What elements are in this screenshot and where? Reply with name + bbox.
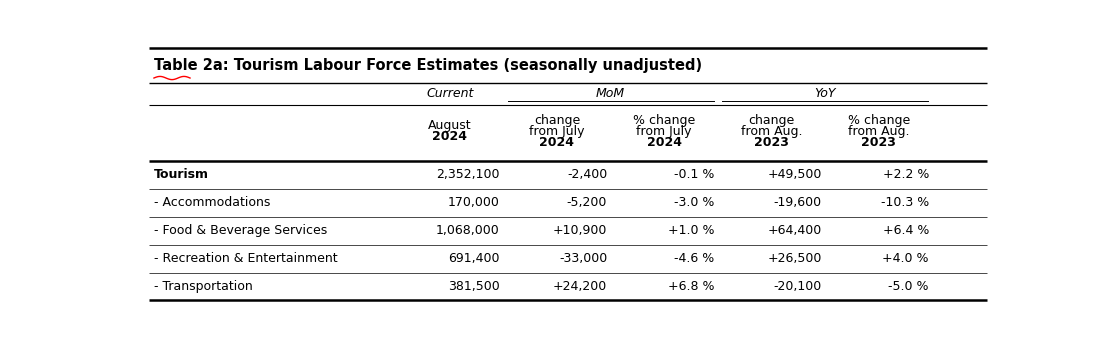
Text: +26,500: +26,500 [768, 252, 822, 265]
Text: -4.6 %: -4.6 % [674, 252, 715, 265]
Text: from July: from July [636, 125, 692, 138]
Text: from July: from July [530, 125, 585, 138]
Text: +49,500: +49,500 [768, 168, 822, 181]
Text: - Transportation: - Transportation [154, 280, 253, 293]
Text: change: change [534, 113, 581, 127]
Text: % change: % change [848, 113, 910, 127]
Text: +6.8 %: +6.8 % [668, 280, 715, 293]
Text: +24,200: +24,200 [553, 280, 607, 293]
Text: 2023: 2023 [755, 136, 789, 149]
Text: 691,400: 691,400 [449, 252, 500, 265]
Text: August: August [428, 119, 472, 132]
Text: from Aug.: from Aug. [848, 125, 910, 138]
Text: 2024: 2024 [432, 130, 468, 143]
Text: Table 2a: Tourism Labour Force Estimates (seasonally unadjusted): Table 2a: Tourism Labour Force Estimates… [154, 58, 702, 73]
Text: Tourism: Tourism [154, 168, 209, 181]
Text: 2024: 2024 [540, 136, 574, 149]
Text: +2.2 %: +2.2 % [883, 168, 929, 181]
Text: +10,900: +10,900 [553, 224, 607, 237]
Text: +4.0 %: +4.0 % [882, 252, 929, 265]
Text: - Food & Beverage Services: - Food & Beverage Services [154, 224, 327, 237]
Text: % change: % change [633, 113, 696, 127]
Text: +1.0 %: +1.0 % [668, 224, 715, 237]
Text: - Accommodations: - Accommodations [154, 196, 270, 209]
Text: Current: Current [425, 87, 473, 100]
Text: -5.0 %: -5.0 % [889, 280, 929, 293]
Text: 170,000: 170,000 [448, 196, 500, 209]
Text: YoY: YoY [814, 87, 835, 100]
Text: -19,600: -19,600 [773, 196, 822, 209]
Text: -10.3 %: -10.3 % [881, 196, 929, 209]
Text: 2024: 2024 [647, 136, 681, 149]
Text: -2,400: -2,400 [567, 168, 607, 181]
Text: -20,100: -20,100 [773, 280, 822, 293]
Text: -0.1 %: -0.1 % [674, 168, 715, 181]
Text: +64,400: +64,400 [768, 224, 822, 237]
Text: -33,000: -33,000 [558, 252, 607, 265]
Text: +6.4 %: +6.4 % [883, 224, 929, 237]
Text: -5,200: -5,200 [567, 196, 607, 209]
Text: -3.0 %: -3.0 % [674, 196, 715, 209]
Text: 2023: 2023 [861, 136, 896, 149]
Text: - Recreation & Entertainment: - Recreation & Entertainment [154, 252, 338, 265]
Text: 381,500: 381,500 [448, 280, 500, 293]
Text: MoM: MoM [596, 87, 625, 100]
Text: 1,068,000: 1,068,000 [437, 224, 500, 237]
Text: from Aug.: from Aug. [741, 125, 802, 138]
Text: change: change [748, 113, 794, 127]
Text: 2,352,100: 2,352,100 [437, 168, 500, 181]
